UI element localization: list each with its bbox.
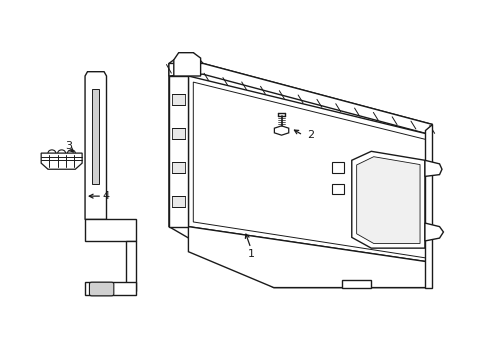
Polygon shape (424, 125, 431, 288)
Polygon shape (188, 76, 431, 262)
Text: 3: 3 (65, 141, 72, 151)
Polygon shape (274, 126, 288, 135)
Polygon shape (168, 76, 188, 226)
Polygon shape (168, 53, 431, 288)
Polygon shape (85, 282, 136, 295)
Polygon shape (172, 162, 184, 173)
Polygon shape (173, 53, 200, 76)
Polygon shape (172, 94, 184, 105)
Polygon shape (172, 128, 184, 139)
Polygon shape (341, 280, 370, 288)
Polygon shape (331, 184, 344, 194)
Polygon shape (356, 157, 419, 243)
Polygon shape (126, 241, 136, 291)
FancyBboxPatch shape (89, 282, 114, 296)
Polygon shape (41, 153, 82, 169)
Text: 4: 4 (102, 191, 109, 201)
Text: 2: 2 (306, 130, 313, 140)
Polygon shape (351, 151, 424, 248)
Polygon shape (92, 89, 99, 184)
Polygon shape (172, 196, 184, 207)
Polygon shape (85, 72, 106, 220)
Text: 1: 1 (248, 248, 255, 258)
Polygon shape (331, 162, 344, 173)
Polygon shape (85, 220, 136, 241)
Polygon shape (424, 160, 441, 176)
Polygon shape (188, 226, 431, 288)
Polygon shape (168, 63, 431, 135)
Polygon shape (193, 82, 427, 258)
Polygon shape (424, 223, 443, 241)
